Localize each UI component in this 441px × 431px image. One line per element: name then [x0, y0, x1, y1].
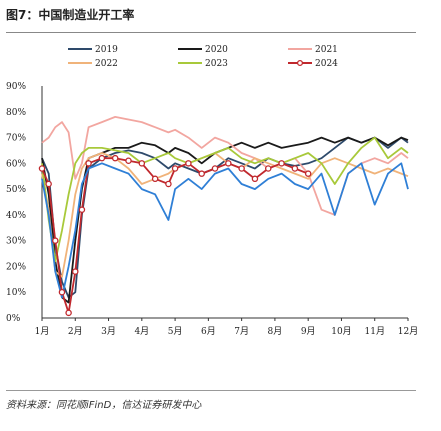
y-tick-label: 70% [6, 134, 26, 144]
series-marker-2024 [225, 160, 232, 167]
series-marker-2024 [278, 160, 285, 167]
series-marker-2024 [72, 268, 79, 275]
series-marker-2024 [38, 165, 46, 172]
series-marker-2024 [151, 175, 159, 183]
y-tick-label: 0% [6, 314, 21, 324]
top-rule [6, 32, 416, 33]
series-marker-2024 [171, 165, 179, 172]
legend-label: 2022 [95, 59, 118, 69]
x-tick-label: 11月 [365, 326, 385, 337]
series-marker-2024 [291, 165, 299, 172]
y-tick-label: 20% [6, 262, 26, 272]
series-marker-2024 [304, 170, 312, 177]
chart-series [38, 116, 409, 317]
x-tick-label: 10月 [331, 326, 351, 337]
series-marker-2024 [165, 180, 172, 188]
x-tick-label: 9月 [301, 326, 316, 337]
y-tick-label: 80% [6, 108, 26, 118]
legend-label: 2024 [315, 59, 338, 69]
figure-title: 图7：中国制造业开工率 [6, 8, 135, 22]
series-marker-2024 [198, 170, 205, 177]
legend-label: 2019 [95, 45, 118, 55]
series-marker-2024 [138, 160, 146, 167]
legend-marker [296, 59, 304, 67]
source-note: 资料来源：同花顺iFinD，信达证券研发中心 [6, 400, 202, 411]
bottom-rule [6, 390, 416, 391]
x-tick-label: 3月 [101, 326, 116, 337]
y-tick-label: 60% [6, 159, 26, 169]
x-tick-label: 5月 [168, 326, 183, 337]
x-tick-label: 4月 [134, 326, 149, 337]
legend-label: 2020 [205, 45, 228, 55]
y-tick-label: 10% [6, 288, 26, 298]
series-marker-2024 [65, 309, 72, 317]
series-marker-2024 [185, 160, 192, 167]
legend-label: 2023 [205, 59, 228, 69]
series-marker-2024 [111, 154, 119, 162]
series-marker-2024 [238, 165, 245, 172]
x-tick-label: 12月 [398, 326, 418, 337]
series-line-2023 [41, 136, 409, 263]
y-tick-label: 50% [6, 185, 26, 195]
series-line-2022 [41, 152, 409, 278]
series-marker-2024 [98, 154, 106, 162]
line-chart: 2019 2020 2021 2022 2023 2024 0% 10% 20% 30% 40% 5… [6, 45, 418, 337]
series-line-2020 [41, 136, 409, 304]
series-marker-2024 [85, 160, 92, 167]
series-marker-2024 [125, 157, 132, 165]
y-tick-label: 90% [6, 82, 26, 92]
x-tick-label: 2月 [68, 326, 83, 337]
x-tick-label: 7月 [234, 326, 249, 337]
series-marker-2024 [251, 175, 259, 183]
x-tick-label: 8月 [268, 326, 283, 337]
series-marker-2024 [78, 206, 86, 213]
x-tick-label: 6月 [201, 326, 216, 337]
legend-label: 2021 [315, 45, 338, 55]
chart-legend: 2019 2020 2021 2022 2023 2024 [68, 45, 338, 69]
series-marker-2024 [45, 180, 52, 188]
y-tick-label: 40% [6, 211, 26, 221]
series-marker-2024 [58, 288, 66, 296]
series-line-2024 [41, 157, 309, 314]
x-tick-label: 1月 [35, 326, 50, 337]
chart-axes: 0% 10% 20% 30% 40% 50% 60% 70% 80% 90% 1月 2月 3月 4月 5月 6… [6, 82, 418, 337]
series-marker-2024 [211, 165, 219, 172]
y-tick-label: 30% [6, 237, 26, 247]
series-marker-2024 [265, 165, 272, 172]
series-marker-2024 [52, 237, 59, 244]
series-line-unlabeled [41, 162, 409, 299]
